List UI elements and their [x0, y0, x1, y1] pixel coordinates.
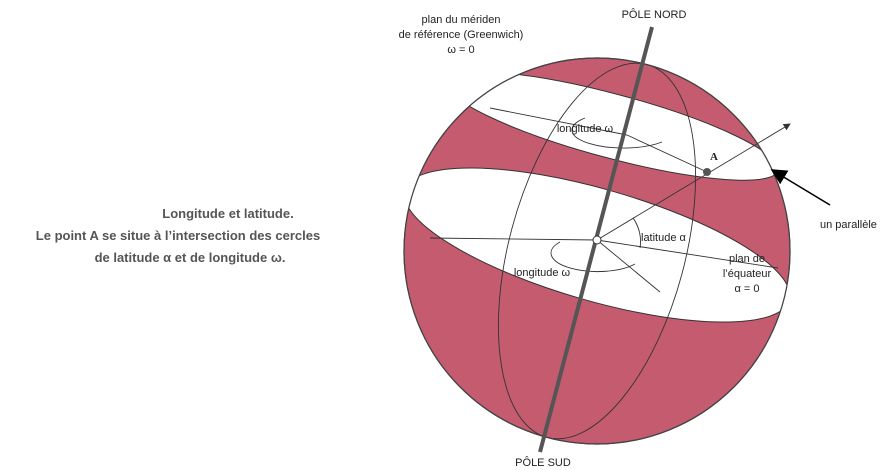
sphere [403, 57, 791, 445]
label: PÔLE SUD [515, 456, 571, 469]
label: de référence (Greenwich) [399, 29, 524, 41]
label: longitude ω [557, 123, 614, 135]
label: plan du mériden [422, 14, 501, 26]
label: ω = 0 [447, 44, 474, 56]
label: longitude ω [514, 267, 571, 279]
parallel-arrow [770, 169, 831, 206]
label: un parallèle [820, 219, 877, 231]
label: A [710, 151, 718, 163]
label: PÔLE NORD [622, 8, 687, 21]
label: plan de [729, 253, 765, 265]
caption: Longitude et latitude. [162, 206, 293, 221]
center [592, 235, 602, 245]
label: latitude α [641, 232, 687, 244]
label: l’équateur [723, 268, 772, 280]
label: α = 0 [734, 283, 759, 295]
point-a [703, 168, 711, 176]
caption: Le point A se situe à l’intersection des… [36, 228, 320, 243]
caption: de latitude α et de longitude ω. [95, 250, 286, 265]
construction-lines [429, 107, 791, 293]
